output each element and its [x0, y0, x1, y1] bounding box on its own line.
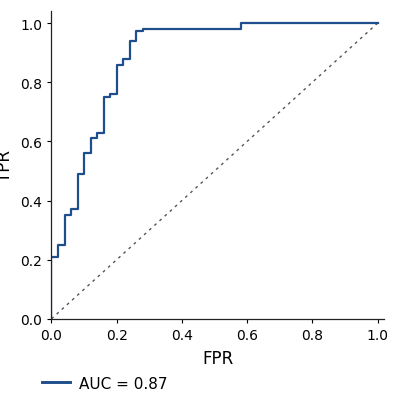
Legend: AUC = 0.87: AUC = 0.87	[42, 376, 168, 391]
X-axis label: FPR: FPR	[202, 349, 233, 367]
Y-axis label: TPR: TPR	[0, 150, 13, 182]
